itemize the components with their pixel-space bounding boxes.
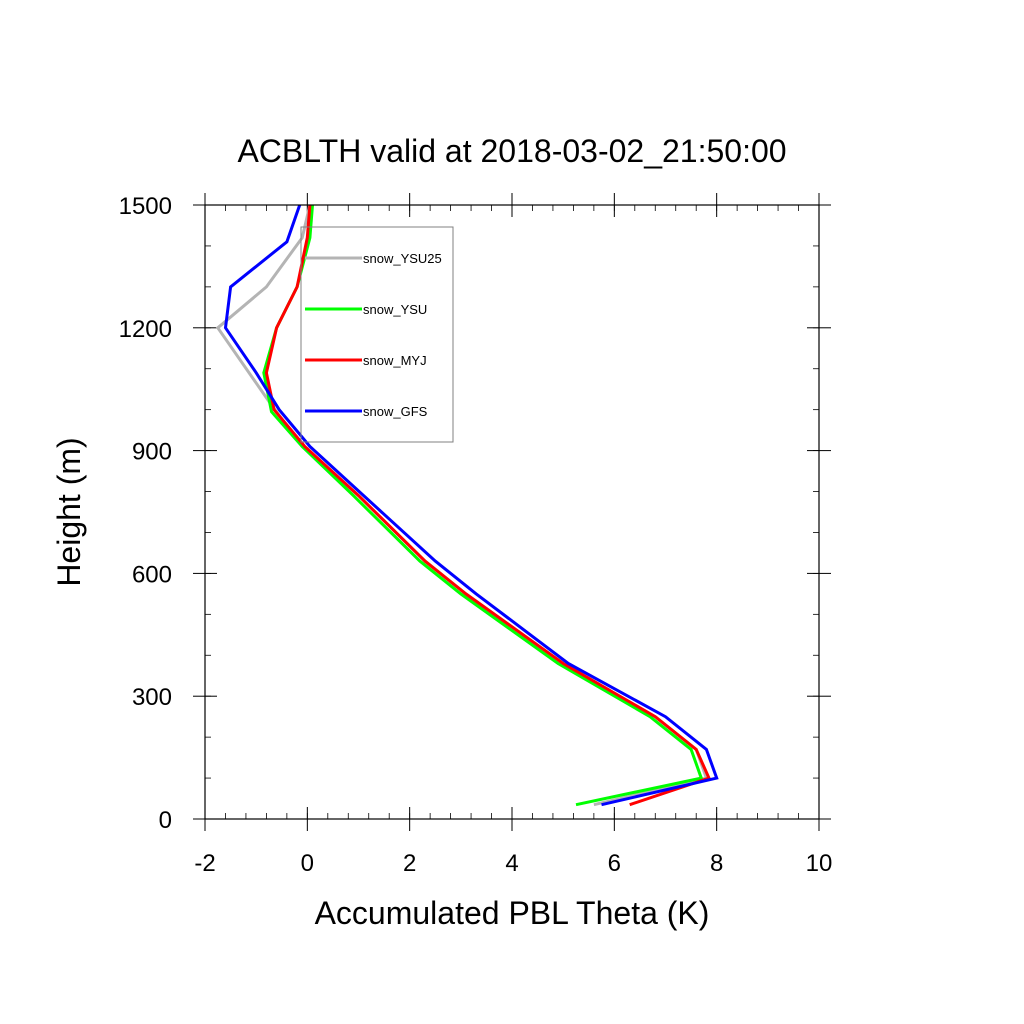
series-lines [215, 204, 719, 807]
y-tick-label: 900 [132, 439, 172, 466]
x-tick-label: 0 [301, 850, 314, 877]
y-tick-label: 300 [132, 684, 172, 711]
series-line-snow-gfs [223, 204, 719, 807]
legend-label-snow-myj: snow_MYJ [363, 353, 427, 368]
x-tick-label: 10 [806, 850, 833, 877]
y-axis-label: Height (m) [51, 437, 87, 586]
x-axis-label: Accumulated PBL Theta (K) [315, 895, 710, 931]
x-tick-label: 2 [403, 850, 416, 877]
legend-label-snow-gfs: snow_GFS [363, 404, 428, 419]
x-tick-label: 6 [608, 850, 621, 877]
x-tick-label: 8 [710, 850, 723, 877]
x-tick-label: 4 [505, 850, 518, 877]
plot-frame [204, 204, 820, 820]
legend: snow_YSU25 snow_YSU snow_MYJ snow_GFS [300, 226, 454, 443]
series-line-snow-ysu25 [215, 204, 709, 807]
tick-labels: -2 0 2 4 6 8 10 0 300 600 900 1200 1500 [119, 193, 833, 877]
chart-title: ACBLTH valid at 2018-03-02_21:50:00 [237, 133, 786, 169]
x-tick-label: -2 [194, 850, 215, 877]
legend-label-snow-ysu25: snow_YSU25 [363, 251, 442, 266]
legend-label-snow-ysu: snow_YSU [363, 302, 427, 317]
y-tick-label: 0 [159, 807, 172, 834]
y-tick-label: 1500 [119, 193, 172, 220]
legend-box [300, 226, 454, 443]
y-tick-label: 600 [132, 561, 172, 588]
series-line-snow-myj [264, 204, 712, 807]
y-tick-label: 1200 [119, 316, 172, 343]
axis-ticks [193, 193, 831, 831]
series-line-snow-ysu [262, 204, 704, 807]
